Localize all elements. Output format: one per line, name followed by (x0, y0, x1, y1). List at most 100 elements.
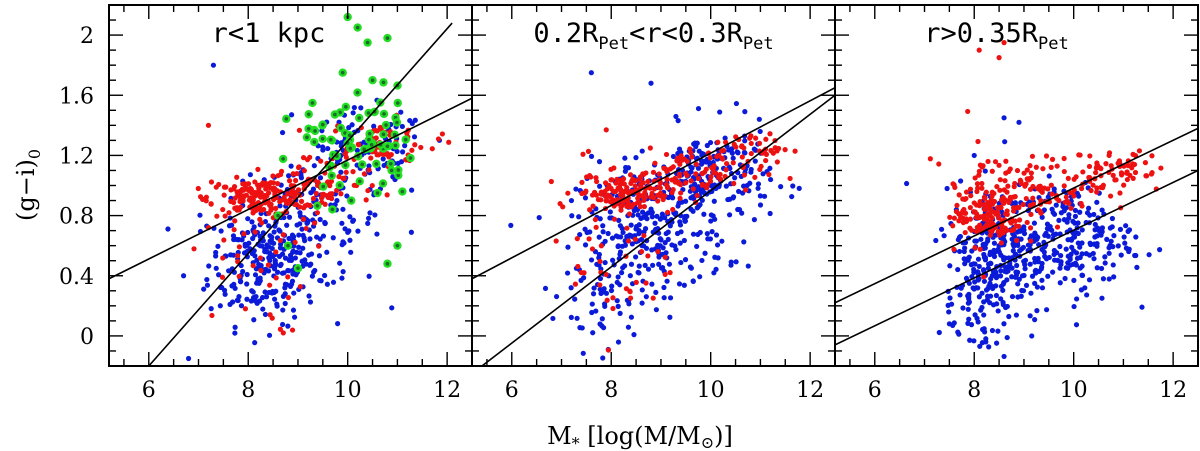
blue-point (616, 217, 622, 223)
red-point (962, 210, 968, 216)
blue-point (286, 235, 292, 242)
blue-point (971, 286, 977, 292)
red-point (312, 220, 318, 226)
red-point (240, 194, 247, 200)
red-point (303, 225, 309, 232)
blue-point (625, 324, 632, 330)
red-point (589, 246, 596, 252)
red-point (704, 185, 710, 191)
blue-point (300, 245, 306, 251)
blue-point (317, 216, 323, 223)
red-point (574, 236, 580, 242)
red-point (976, 47, 982, 53)
blue-point (236, 294, 242, 300)
red-point (627, 295, 634, 301)
green-point-core (337, 183, 342, 187)
red-point (1130, 161, 1136, 167)
blue-point (609, 235, 616, 241)
red-point (1024, 167, 1030, 173)
red-point (585, 148, 592, 154)
fit-line-2 (148, 22, 453, 366)
red-point (664, 183, 670, 190)
blue-point (286, 268, 292, 274)
red-point (376, 152, 382, 158)
red-point (617, 187, 624, 194)
blue-point (663, 230, 669, 237)
blue-point (602, 259, 608, 266)
red-point (651, 186, 658, 192)
red-point (297, 284, 303, 290)
red-point (951, 182, 957, 188)
blue-point (596, 159, 603, 165)
blue-point (736, 188, 742, 195)
blue-point (564, 270, 571, 276)
red-point (1124, 170, 1130, 176)
green-point-core (347, 133, 352, 138)
blue-point (748, 166, 754, 173)
red-point (645, 253, 651, 259)
blue-point (939, 226, 945, 232)
blue-point (1020, 288, 1027, 294)
red-point (259, 220, 265, 226)
blue-point (254, 300, 260, 306)
red-point (268, 207, 274, 213)
blue-point (755, 181, 762, 187)
red-point (285, 274, 291, 280)
blue-point (992, 268, 998, 274)
blue-point (697, 229, 703, 236)
red-point (973, 228, 979, 235)
blue-point (976, 294, 982, 300)
blue-point (274, 301, 280, 307)
red-point (668, 165, 675, 171)
red-point (261, 206, 267, 213)
red-point (1030, 195, 1036, 201)
red-point (1103, 161, 1109, 167)
blue-point (742, 138, 748, 144)
blue-point (619, 270, 625, 276)
blue-point (241, 250, 248, 256)
blue-point (1015, 269, 1021, 275)
green-point-core (400, 189, 405, 194)
blue-point (975, 277, 981, 283)
blue-point (653, 289, 659, 296)
blue-point (297, 210, 303, 216)
blue-point (722, 135, 728, 141)
blue-point (713, 232, 720, 238)
blue-point (986, 344, 992, 350)
blue-point (588, 70, 594, 76)
blue-point (615, 243, 621, 250)
blue-point (951, 320, 957, 326)
green-point-core (384, 123, 388, 127)
blue-point (232, 330, 238, 336)
blue-point (982, 168, 988, 174)
blue-point (965, 306, 971, 312)
red-point (350, 169, 356, 175)
blue-point (536, 214, 542, 221)
red-point (976, 172, 982, 178)
blue-point (642, 226, 649, 232)
blue-point (1001, 353, 1007, 360)
fit-line-1 (109, 97, 472, 280)
blue-point (956, 331, 962, 337)
blue-point (1000, 287, 1006, 293)
red-point (300, 216, 307, 222)
blue-point (767, 176, 774, 183)
blue-point (597, 275, 604, 282)
red-point (579, 179, 585, 185)
blue-point (627, 232, 633, 238)
red-point (380, 151, 386, 158)
blue-point (676, 146, 683, 152)
blue-point (976, 263, 982, 270)
blue-point (963, 275, 970, 281)
blue-point (1027, 313, 1033, 319)
blue-point (645, 210, 651, 216)
red-point (1004, 208, 1010, 214)
red-point (1132, 169, 1139, 176)
red-point (597, 258, 603, 265)
red-point (1005, 183, 1011, 189)
blue-point (971, 152, 977, 159)
blue-point (1015, 294, 1021, 300)
red-point (975, 138, 981, 145)
blue-point (614, 279, 620, 286)
blue-point (707, 236, 714, 242)
